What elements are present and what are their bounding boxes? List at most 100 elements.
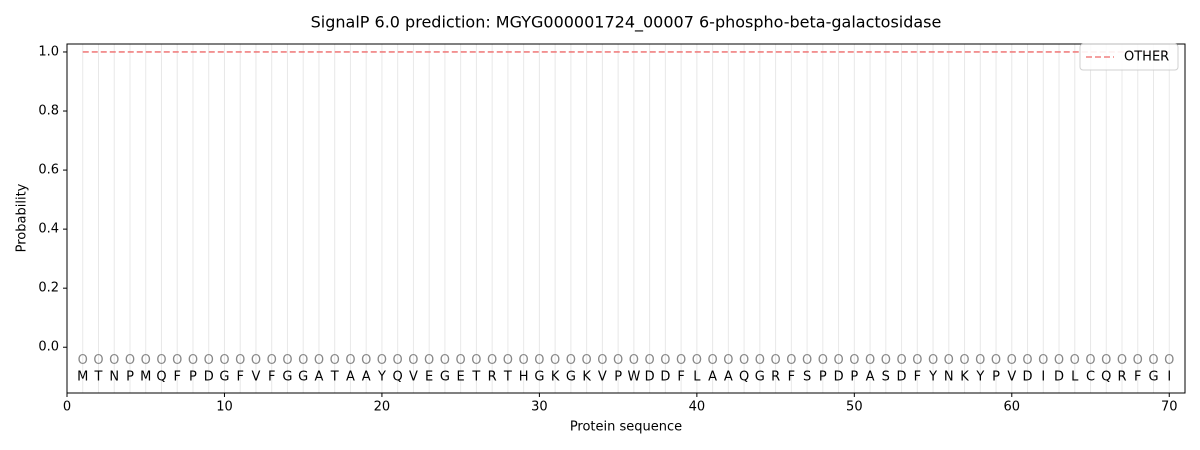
prediction-label: O bbox=[613, 353, 623, 368]
y-tick-label: 0.2 bbox=[38, 281, 59, 296]
prediction-label: O bbox=[361, 353, 371, 368]
prediction-label: O bbox=[1054, 353, 1064, 368]
residue-label: A bbox=[866, 369, 875, 384]
prediction-label: O bbox=[770, 353, 780, 368]
prediction-label: O bbox=[534, 353, 544, 368]
prediction-label: O bbox=[676, 353, 686, 368]
prediction-label: O bbox=[865, 353, 875, 368]
y-tick-label: 0.0 bbox=[38, 340, 59, 355]
residue-label: Q bbox=[156, 369, 166, 384]
prediction-label: O bbox=[739, 353, 749, 368]
prediction-label: O bbox=[125, 353, 135, 368]
residue-label: Y bbox=[377, 369, 386, 384]
prediction-label: O bbox=[944, 353, 954, 368]
residue-label: D bbox=[834, 369, 844, 384]
prediction-label: O bbox=[424, 353, 434, 368]
prediction-label: O bbox=[975, 353, 985, 368]
prediction-label: O bbox=[723, 353, 733, 368]
x-tick-label: 0 bbox=[63, 400, 71, 415]
prediction-label: O bbox=[1101, 353, 1111, 368]
y-tick-label: 0.4 bbox=[38, 222, 59, 237]
prediction-label: O bbox=[204, 353, 214, 368]
prediction-label: O bbox=[172, 353, 182, 368]
x-tick-label: 60 bbox=[1004, 400, 1021, 415]
residue-label: D bbox=[660, 369, 670, 384]
prediction-label: O bbox=[849, 353, 859, 368]
residue-label: G bbox=[219, 369, 229, 384]
prediction-label: O bbox=[471, 353, 481, 368]
prediction-label: O bbox=[645, 353, 655, 368]
residue-label: G bbox=[1148, 369, 1158, 384]
residue-label: D bbox=[897, 369, 907, 384]
x-tick-label: 40 bbox=[689, 400, 706, 415]
residue-label: Q bbox=[1101, 369, 1111, 384]
prediction-label: O bbox=[141, 353, 151, 368]
prediction-label: O bbox=[345, 353, 355, 368]
residue-label: N bbox=[109, 369, 119, 384]
residue-label: F bbox=[914, 369, 921, 384]
residue-label: V bbox=[598, 369, 607, 384]
plot-frame bbox=[66, 43, 1186, 394]
prediction-label: O bbox=[393, 353, 403, 368]
legend-label: OTHER bbox=[1124, 50, 1169, 65]
prediction-label: O bbox=[377, 353, 387, 368]
residue-label: F bbox=[677, 369, 684, 384]
residue-label: Y bbox=[975, 369, 984, 384]
prediction-label: O bbox=[707, 353, 717, 368]
prediction-label: O bbox=[786, 353, 796, 368]
residue-label: M bbox=[140, 369, 151, 384]
residue-label: G bbox=[534, 369, 544, 384]
prediction-label: O bbox=[109, 353, 119, 368]
residue-label: P bbox=[126, 369, 134, 384]
residue-label: Y bbox=[928, 369, 937, 384]
residue-label: Q bbox=[739, 369, 749, 384]
chart-title: SignalP 6.0 prediction: MGYG000001724_00… bbox=[311, 13, 942, 33]
residue-label: G bbox=[282, 369, 292, 384]
residue-label: F bbox=[1134, 369, 1141, 384]
y-axis-label: Probability bbox=[15, 183, 30, 252]
residue-label: S bbox=[882, 369, 890, 384]
prediction-label: O bbox=[1022, 353, 1032, 368]
residue-label: S bbox=[803, 369, 811, 384]
prediction-label: O bbox=[928, 353, 938, 368]
prediction-label: O bbox=[1070, 353, 1080, 368]
prediction-label: O bbox=[93, 353, 103, 368]
residue-label: I bbox=[1167, 369, 1171, 384]
prediction-label: O bbox=[78, 353, 88, 368]
residue-label: P bbox=[189, 369, 197, 384]
residue-label: R bbox=[771, 369, 780, 384]
residue-label: F bbox=[236, 369, 243, 384]
prediction-label: O bbox=[959, 353, 969, 368]
prediction-label: O bbox=[219, 353, 229, 368]
residue-label: D bbox=[204, 369, 214, 384]
legend-box bbox=[1079, 43, 1179, 71]
prediction-label: O bbox=[802, 353, 812, 368]
prediction-label: O bbox=[818, 353, 828, 368]
prediction-label: O bbox=[582, 353, 592, 368]
prediction-label: O bbox=[188, 353, 198, 368]
residue-label: N bbox=[944, 369, 954, 384]
residue-label: D bbox=[1023, 369, 1033, 384]
prediction-label: O bbox=[456, 353, 466, 368]
prediction-label: O bbox=[156, 353, 166, 368]
residue-label: F bbox=[268, 369, 275, 384]
y-tick-label: 0.8 bbox=[38, 104, 59, 119]
residue-label: F bbox=[173, 369, 180, 384]
y-tick-label: 1.0 bbox=[38, 44, 59, 59]
residue-label: H bbox=[519, 369, 529, 384]
residue-label: M bbox=[77, 369, 88, 384]
residue-label: E bbox=[457, 369, 465, 384]
x-axis-label: Protein sequence bbox=[570, 420, 682, 435]
x-tick-label: 70 bbox=[1161, 400, 1178, 415]
residue-label: D bbox=[645, 369, 655, 384]
residue-label: L bbox=[1071, 369, 1079, 384]
residue-label: G bbox=[566, 369, 576, 384]
residue-label: V bbox=[252, 369, 261, 384]
prediction-label: O bbox=[912, 353, 922, 368]
residue-label: R bbox=[1117, 369, 1126, 384]
prediction-label: O bbox=[330, 353, 340, 368]
prediction-label: O bbox=[519, 353, 529, 368]
residue-label: T bbox=[471, 369, 480, 384]
residue-label: V bbox=[1007, 369, 1016, 384]
prediction-label: O bbox=[755, 353, 765, 368]
